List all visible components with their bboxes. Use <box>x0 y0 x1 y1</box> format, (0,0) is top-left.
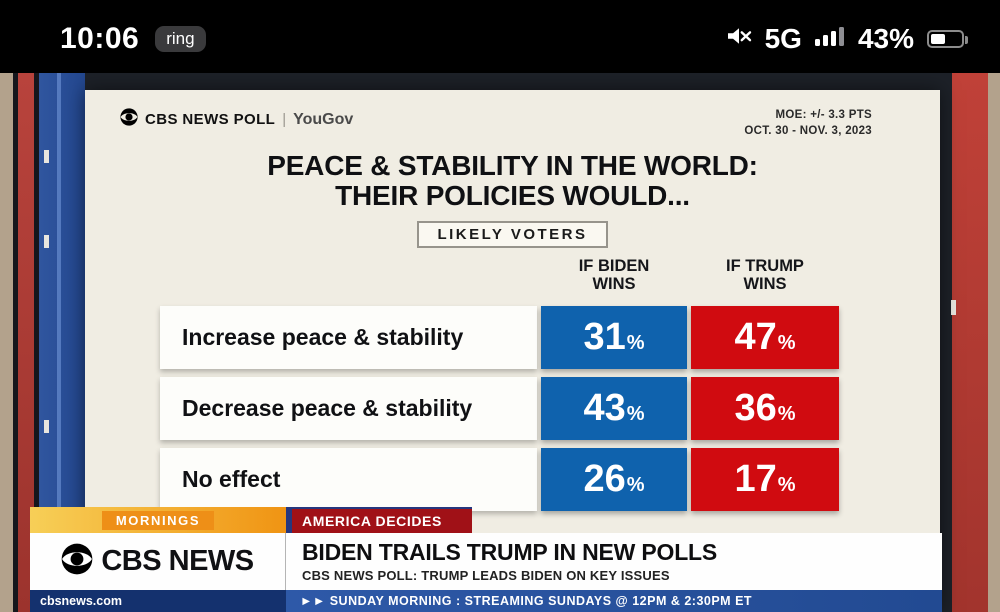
studio-dash <box>951 300 956 315</box>
poll-table: IF BIDEN WINS IF TRUMP WINS Increase pea… <box>160 256 940 511</box>
cbs-eye-icon <box>61 543 93 580</box>
studio-stripe-highlight <box>57 73 61 612</box>
status-bar: 10:06 ring 5G 43% <box>0 0 1000 73</box>
poll-methodology: MOE: +/- 3.3 PTS OCT. 30 - NOV. 3, 2023 <box>744 108 872 139</box>
ticker-text: ►► SUNDAY MORNING : STREAMING SUNDAYS @ … <box>286 590 942 612</box>
col-header-trump: IF TRUMP WINS <box>691 256 839 298</box>
chyron-brand-label: CBS NEWS <box>101 545 254 577</box>
america-decides-badge: AMERICA DECIDES <box>286 507 472 533</box>
studio-stripe-tan-right <box>988 73 1000 612</box>
studio-dash <box>44 150 49 163</box>
poll-card-header: CBS NEWS POLL | YouGov MOE: +/- 3.3 PTS … <box>85 108 940 139</box>
brand-divider: | <box>282 111 287 128</box>
trump-value: 17 <box>734 457 777 500</box>
studio-dash <box>44 420 49 433</box>
poll-moe: MOE: +/- 3.3 PTS <box>775 109 872 121</box>
mute-icon <box>726 25 752 52</box>
battery-icon <box>927 29 968 48</box>
trump-value-cell: 47% <box>691 305 839 369</box>
percent-sign: % <box>777 402 796 425</box>
table-spacer <box>160 258 537 298</box>
trump-value: 47 <box>734 315 777 358</box>
studio-stripe-red-right <box>952 73 988 612</box>
studio-stripe-tan-left <box>0 73 13 612</box>
status-bar-right: 5G 43% <box>726 22 968 55</box>
network-type: 5G <box>764 22 802 54</box>
percent-sign: % <box>626 331 645 354</box>
trump-value-cell: 17% <box>691 447 839 511</box>
poll-dates: OCT. 30 - NOV. 3, 2023 <box>744 124 872 137</box>
cbs-eye-icon <box>120 108 138 131</box>
poll-partner-label: YouGov <box>293 110 354 128</box>
row-label: Increase peace & stability <box>160 305 537 369</box>
mornings-strip: MORNINGS <box>30 507 286 533</box>
col-header-trump-label: IF TRUMP WINS <box>726 256 804 293</box>
audience-wrap: LIKELY VOTERS <box>85 220 940 248</box>
percent-sign: % <box>626 402 645 425</box>
headline: BIDEN TRAILS TRUMP IN NEW POLLS <box>302 539 718 566</box>
poll-source: CBS NEWS POLL | YouGov <box>120 108 353 131</box>
poll-title: PEACE & STABILITY IN THE WORLD: THEIR PO… <box>85 151 940 211</box>
signal-strength-icon <box>814 26 845 51</box>
carrier-badge: ring <box>155 25 206 52</box>
poll-title-line2: THEIR POLICIES WOULD... <box>335 179 690 211</box>
percent-sign: % <box>777 331 796 354</box>
studio-dash <box>44 235 49 248</box>
biden-value-cell: 26% <box>541 447 687 511</box>
biden-value-cell: 43% <box>541 376 687 440</box>
row-label: Decrease peace & stability <box>160 376 537 440</box>
video-frame[interactable]: CBS NEWS POLL | YouGov MOE: +/- 3.3 PTS … <box>0 73 1000 612</box>
col-header-biden-label: IF BIDEN WINS <box>578 256 650 293</box>
subheadline: CBS NEWS POLL: TRUMP LEADS BIDEN ON KEY … <box>302 567 670 583</box>
trump-value-cell: 36% <box>691 376 839 440</box>
chyron-text: BIDEN TRAILS TRUMP IN NEW POLLS CBS NEWS… <box>286 533 942 590</box>
status-time: 10:06 <box>60 21 140 55</box>
chyron-brand: CBS NEWS <box>30 533 286 590</box>
chyron-main-row: CBS NEWS BIDEN TRAILS TRUMP IN NEW POLLS… <box>30 533 942 590</box>
biden-value-cell: 31% <box>541 305 687 369</box>
row-label: No effect <box>160 447 537 511</box>
studio-stripe-dark-left <box>13 73 18 612</box>
mornings-badge: MORNINGS <box>101 510 215 530</box>
trump-value: 36 <box>734 386 777 429</box>
percent-sign: % <box>777 473 796 496</box>
biden-value: 43 <box>583 386 626 429</box>
chyron-top-row: MORNINGS AMERICA DECIDES <box>30 507 942 533</box>
biden-value: 26 <box>583 457 626 500</box>
poll-title-line1: PEACE & STABILITY IN THE WORLD: <box>267 150 758 182</box>
chyron: MORNINGS AMERICA DECIDES CBS NEWS BIDEN … <box>30 507 942 612</box>
battery-fill <box>931 33 945 44</box>
status-bar-left: 10:06 ring <box>60 22 206 56</box>
poll-brand-label: CBS NEWS POLL <box>145 111 276 128</box>
percent-sign: % <box>626 473 645 496</box>
col-header-biden: IF BIDEN WINS <box>541 256 687 298</box>
site-url: cbsnews.com <box>30 590 286 612</box>
biden-value: 31 <box>583 315 626 358</box>
ticker-bar: cbsnews.com ►► SUNDAY MORNING : STREAMIN… <box>30 590 942 612</box>
battery-percent: 43% <box>857 22 914 54</box>
studio-stripe-dark-left2 <box>34 73 39 612</box>
likely-voters-badge: LIKELY VOTERS <box>417 220 608 248</box>
studio-stripe-red-left <box>18 73 34 612</box>
